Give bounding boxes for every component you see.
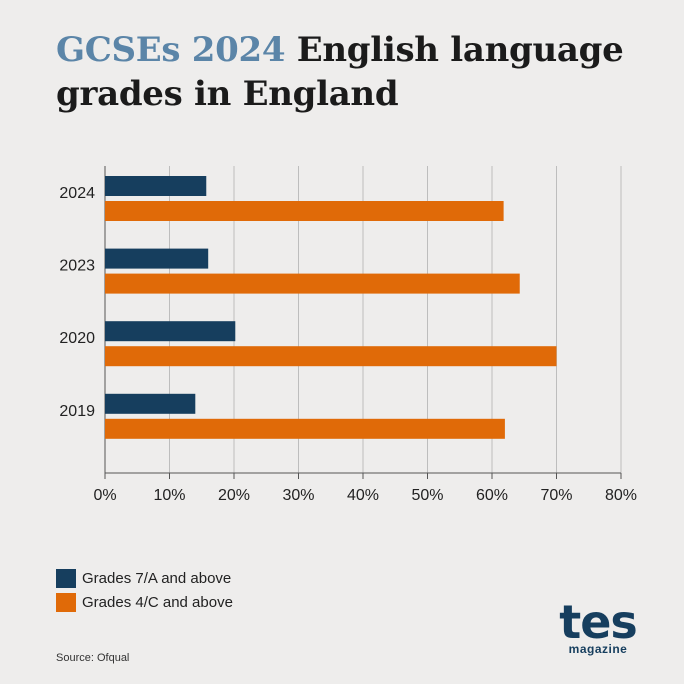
legend-item-grades-7a: Grades 7/A and above <box>56 568 231 588</box>
x-tick-label: 50% <box>411 487 443 504</box>
y-tick-label: 2024 <box>59 185 95 202</box>
tes-magazine-logo: tes magazine <box>558 595 638 656</box>
bar <box>105 418 505 439</box>
x-tick-label: 0% <box>93 487 116 504</box>
bar-chart: 0% 10% 20% 30% 40% 50% 60% 70% 80% 2024 2023 2020 20… <box>59 166 637 504</box>
x-tick-label: 80% <box>605 487 637 504</box>
x-tick-label: 60% <box>476 487 508 504</box>
source-note: Source: Ofqual <box>56 652 130 664</box>
y-tick-label: 2020 <box>59 330 95 347</box>
legend-swatch <box>56 568 76 588</box>
bar <box>105 346 557 367</box>
title-rest: English language grades in England <box>56 30 624 114</box>
title-highlight: GCSEs 2024 <box>56 30 286 70</box>
bar <box>105 201 504 221</box>
bar <box>105 393 196 414</box>
logo-main: tes <box>559 595 638 649</box>
logo-sub: magazine <box>568 642 628 656</box>
x-tick-label: 10% <box>153 487 185 504</box>
y-tick-label: 2019 <box>59 403 95 420</box>
bar <box>105 176 207 196</box>
bar <box>105 248 209 269</box>
bar <box>105 321 236 342</box>
chart-title: GCSEs 2024 English language grades in En… <box>56 28 656 116</box>
x-tick-label: 20% <box>218 487 250 504</box>
x-tick-label: 70% <box>540 487 572 504</box>
x-tick-label: 30% <box>282 487 314 504</box>
y-tick-label: 2023 <box>59 258 95 275</box>
bar <box>105 273 520 294</box>
legend-item-grades-4c: Grades 4/C and above <box>56 592 233 612</box>
legend-label: Grades 4/C and above <box>82 593 233 611</box>
legend-label: Grades 7/A and above <box>82 569 232 587</box>
x-tick-label: 40% <box>347 487 379 504</box>
legend-swatch <box>56 592 76 612</box>
